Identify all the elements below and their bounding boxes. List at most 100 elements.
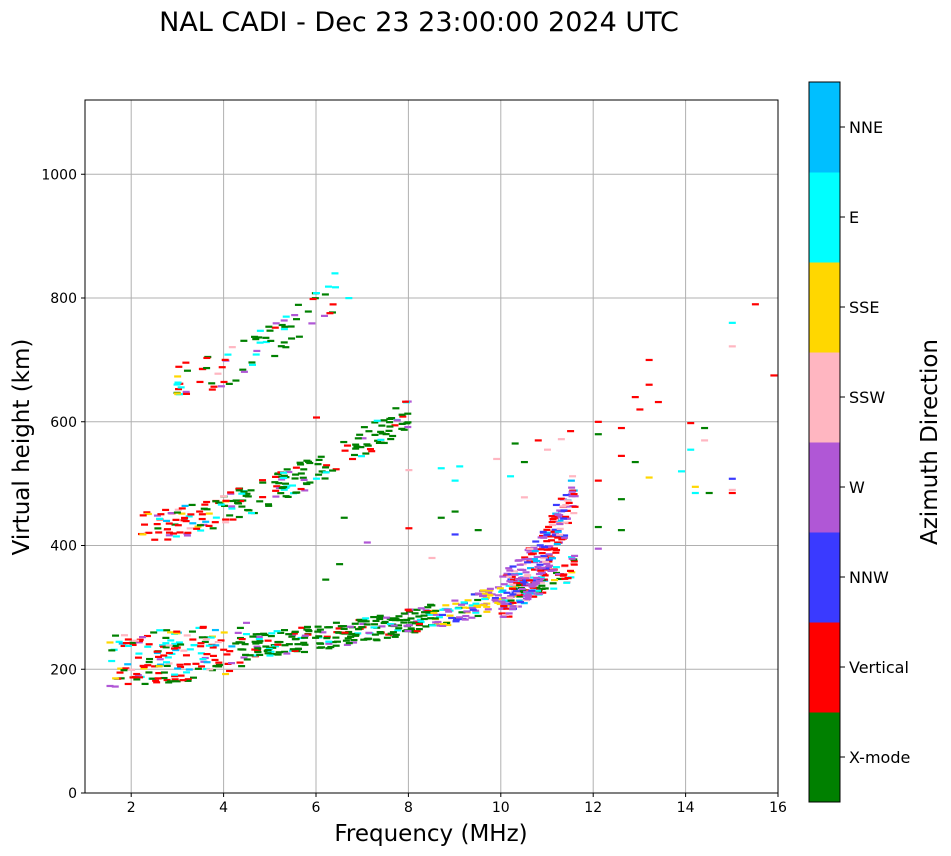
echo-point (183, 534, 191, 537)
colorbar-label: Vertical (849, 658, 909, 677)
echo-point (454, 607, 462, 610)
echo-point (340, 627, 348, 630)
echo-point (164, 656, 172, 659)
echo-point (514, 605, 522, 608)
echo-point (174, 375, 182, 378)
echo-point (325, 647, 333, 650)
echo-point (260, 632, 268, 635)
colorbar-ticks: X-mode Vertical NNW W SSW SSE E NNE (840, 118, 910, 767)
echo-point (571, 505, 579, 508)
echo-point (256, 500, 264, 503)
echo-point (543, 548, 551, 551)
colorbar-label: NNW (849, 568, 889, 587)
echo-point (117, 667, 125, 670)
echo-point (518, 590, 526, 594)
echo-point (422, 625, 430, 628)
echo-point (568, 556, 576, 559)
echo-point (474, 529, 482, 532)
echo-point (360, 638, 368, 641)
echo-point (398, 427, 406, 430)
x-tick-label: 14 (677, 800, 695, 816)
echo-point (323, 635, 331, 638)
echo-point (387, 632, 395, 635)
echo-point (280, 488, 288, 491)
echo-point (272, 645, 280, 648)
echo-point (211, 658, 219, 662)
echo-point (396, 619, 404, 622)
echo-point (516, 599, 524, 602)
echo-point (529, 583, 537, 587)
echo-point (557, 497, 565, 500)
echo-point (304, 310, 312, 313)
echo-point (365, 637, 373, 640)
echo-point (259, 496, 267, 499)
echo-point (315, 635, 323, 638)
echo-point (526, 547, 534, 550)
echo-point (386, 623, 394, 626)
echo-point (335, 631, 343, 634)
echo-point (280, 328, 288, 331)
echo-point (542, 567, 550, 570)
y-tick-label: 600 (50, 415, 77, 431)
echo-point (389, 434, 397, 438)
echo-point (363, 541, 371, 544)
echo-point (112, 677, 120, 680)
echo-point (523, 590, 531, 594)
echo-point (408, 629, 416, 632)
echo-point (520, 602, 528, 605)
echo-point (179, 679, 187, 682)
echo-point (691, 491, 699, 495)
echo-point (329, 469, 337, 472)
echo-point (525, 583, 533, 586)
echo-point (278, 475, 286, 478)
echo-point (267, 650, 275, 653)
x-axis-label: Frequency (MHz) (334, 821, 527, 847)
echo-point (546, 564, 554, 567)
echo-point (173, 680, 181, 683)
echo-point (150, 631, 158, 634)
echo-point (395, 615, 403, 618)
echo-point (293, 491, 301, 494)
echo-point (378, 625, 386, 628)
echo-point (568, 490, 576, 493)
echo-point (405, 469, 413, 472)
echo-point (248, 361, 256, 364)
echo-point (313, 416, 320, 419)
echo-point (506, 580, 514, 583)
echo-point (400, 621, 408, 624)
echo-point (333, 640, 341, 643)
echo-point (522, 577, 530, 580)
echo-point (654, 400, 662, 404)
colorbar-segment (809, 622, 840, 713)
echo-point (347, 635, 355, 638)
grid-lines (85, 100, 779, 794)
echo-point (530, 558, 538, 561)
echo-point (505, 615, 513, 618)
echo-point (456, 616, 464, 619)
echo-point (472, 611, 480, 614)
echo-point (557, 516, 565, 519)
echo-point (256, 329, 264, 332)
echo-point (443, 608, 451, 611)
echo-point (315, 458, 323, 462)
echo-point (510, 580, 518, 583)
echo-point (442, 604, 450, 607)
echo-point (159, 644, 167, 647)
echo-point (144, 645, 152, 648)
echo-point (282, 495, 290, 498)
echo-point (199, 658, 207, 661)
echo-point (534, 565, 542, 569)
echo-point (421, 611, 429, 614)
echo-point (155, 665, 163, 668)
echo-point (198, 665, 206, 668)
echo-point (770, 374, 778, 377)
echo-point (485, 591, 493, 594)
echo-point (208, 382, 216, 385)
plot-frame (84, 99, 779, 794)
echo-point (174, 508, 182, 511)
echo-point (181, 516, 189, 520)
echo-point (210, 385, 218, 388)
echo-point (205, 644, 213, 647)
echo-point (183, 369, 191, 372)
echo-point (264, 649, 272, 652)
